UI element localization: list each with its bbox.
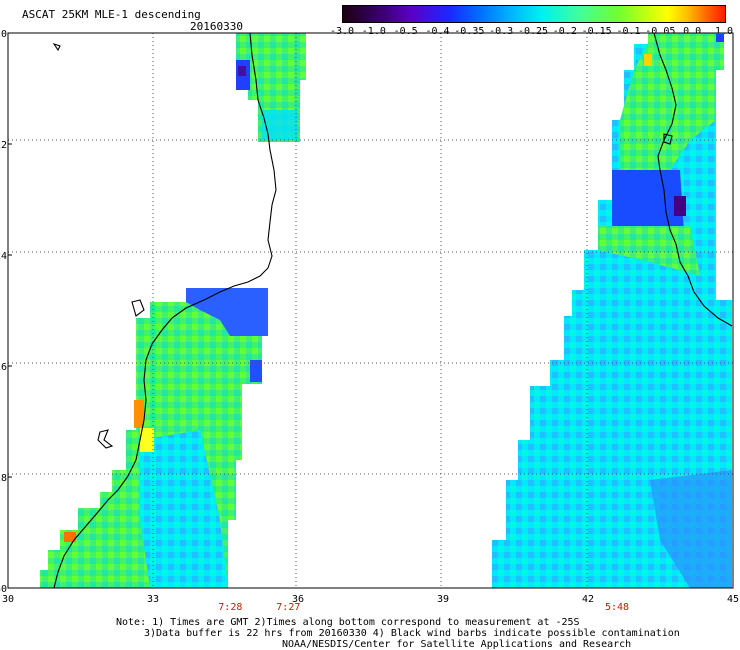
pass-time-labels: 7:28 7:27 5:48 — [218, 602, 629, 613]
grid-lines — [8, 33, 733, 588]
y-tick-label: -26 — [0, 362, 7, 373]
colorbar-label: -0.25 — [517, 26, 549, 37]
x-tick-labels: 30 33 36 39 42 45 — [2, 594, 739, 605]
note-line-1: Note: 1) Times are GMT 2)Times along bot… — [116, 617, 580, 628]
x-tick-label: 30 — [2, 594, 14, 605]
colorbar-label: -0.4 — [425, 26, 450, 37]
y-tick-label: -22 — [0, 140, 7, 151]
colorbar-labels: -3.0 -1.0 -0.5 -0.4 -0.35 -0.3 -0.25 -0.2 -0.15-… — [330, 26, 740, 38]
pass-time-label: 7:28 — [218, 602, 242, 613]
pass-time-label: 5:48 — [605, 602, 629, 613]
y-tick-labels: -20 -22 -24 -26 -28 -30 — [0, 29, 12, 595]
note-line-2: 3)Data buffer is 22 hrs from 20160330 4)… — [144, 628, 680, 639]
x-tick-label: 42 — [582, 594, 594, 605]
y-tick-label: -20 — [0, 29, 7, 40]
pass-time-label: 7:27 — [276, 602, 300, 613]
colorbar-label: -0.35 — [454, 26, 485, 37]
colorbar-label: -0.2 — [552, 26, 577, 37]
x-tick-label: 33 — [147, 594, 159, 605]
x-tick-label: 39 — [437, 594, 449, 605]
west-swath-south — [40, 288, 268, 588]
colorbar-label: -0.5 — [393, 26, 418, 37]
east-swath — [492, 33, 732, 588]
colorbar-label: 1.0 — [714, 26, 734, 37]
coastline — [52, 32, 733, 589]
map-date: 20160330 — [190, 20, 243, 33]
y-tick-label: -24 — [0, 251, 7, 262]
plot-frame — [7, 32, 734, 589]
colorbar — [342, 5, 726, 23]
colorbar-label: -0.1 — [616, 26, 641, 37]
colorbar-label: -0.15 — [581, 26, 612, 37]
y-tick-label: -28 — [0, 473, 7, 484]
note-line-3: NOAA/NESDIS/Center for Satellite Applica… — [282, 639, 632, 650]
colorbar-label: -0.05 — [645, 26, 676, 37]
west-swath-north — [236, 33, 306, 142]
colorbar-label: -1.0 — [361, 26, 386, 37]
colorbar-label: -0.3 — [489, 26, 514, 37]
x-tick-label: 45 — [727, 594, 739, 605]
colorbar-label: 0.0 — [683, 26, 702, 37]
map-title: ASCAT 25KM MLE-1 descending — [22, 8, 201, 21]
colorbar-label: -3.0 — [329, 26, 355, 37]
x-tick-label: 36 — [292, 594, 304, 605]
y-tick-label: -30 — [0, 584, 7, 595]
